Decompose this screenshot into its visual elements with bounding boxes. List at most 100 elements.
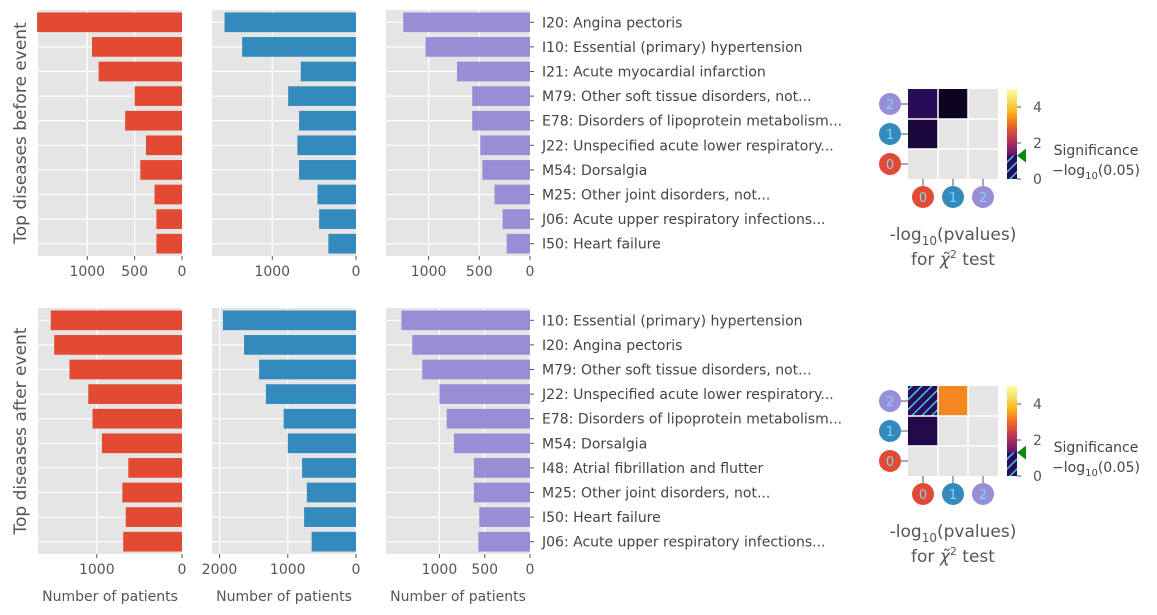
- x-tick-label: 1000: [79, 562, 115, 578]
- bar: [319, 209, 356, 229]
- bar: [299, 110, 356, 131]
- subplot-cluster-0: 1000 500 0: [37, 10, 186, 280]
- category-label: M79: Other soft tissue disorders, not...: [542, 363, 812, 379]
- bar: [125, 507, 182, 527]
- category-label: E78: Disorders of lipoprotein metabolism…: [542, 412, 842, 428]
- colorbar-tick-label: 0: [1033, 469, 1042, 485]
- heatmap-cell: [908, 89, 938, 119]
- category-label: I50: Heart failure: [542, 510, 661, 526]
- bar: [98, 61, 182, 82]
- bar-panels: 1000 500 0 1000 0 1000 500 0 I20: Angina pectori…: [11, 10, 842, 605]
- category-label: I10: Essential (primary) hypertension: [542, 40, 803, 56]
- x-tick-label: 0: [526, 264, 535, 280]
- bar: [146, 135, 182, 156]
- cluster-label-row: 0: [886, 158, 894, 173]
- colorbar-tick-label: 0: [1033, 172, 1042, 188]
- bar: [494, 184, 530, 205]
- x-tick-label: 500: [471, 562, 498, 578]
- heatmap-xlabel: -log10(pvalues): [890, 225, 1017, 248]
- x-axis-label: Number of patients: [390, 589, 526, 605]
- y-axis-label: Top diseases before event: [11, 22, 31, 245]
- bar: [403, 12, 530, 33]
- cluster-marker-row: [879, 420, 901, 442]
- bar: [92, 37, 182, 57]
- colorbar: [1007, 386, 1017, 476]
- heatmap-cell: [938, 89, 968, 119]
- cluster-marker-col: [912, 483, 934, 505]
- x-tick-label: 500: [121, 264, 148, 280]
- bar: [122, 482, 182, 503]
- bar: [101, 433, 182, 454]
- bar: [283, 408, 356, 429]
- bar: [69, 359, 182, 380]
- heatmap-top: 0 1 2 0 1 2 0 2 4 Significance −log10(0.05) -log10(…: [879, 89, 1140, 270]
- heatmap-cell: [908, 416, 938, 446]
- bar: [412, 335, 530, 355]
- x-tick-label: 0: [526, 562, 535, 578]
- cluster-label-row: 2: [886, 395, 894, 410]
- cluster-label-row: 1: [886, 128, 894, 143]
- category-label: I20: Angina pectoris: [542, 15, 682, 31]
- x-tick-label: 1000: [69, 264, 105, 280]
- category-label: E78: Disorders of lipoprotein metabolism…: [542, 114, 842, 130]
- bar: [422, 359, 530, 380]
- colorbar-tick-label: 4: [1033, 100, 1042, 116]
- category-label: I10: Essential (primary) hypertension: [542, 313, 803, 329]
- bar: [472, 110, 530, 131]
- colorbar-threshold-region: [1007, 452, 1017, 476]
- bar: [37, 12, 183, 33]
- legend-title: Significance: [1054, 440, 1139, 456]
- cluster-label-col: 1: [949, 191, 957, 206]
- bar: [222, 310, 356, 331]
- x-tick-label: 1000: [270, 562, 306, 578]
- bar: [125, 110, 182, 131]
- heatmap-xlabel-line2: for χ̃2 test: [911, 545, 995, 567]
- category-label: I21: Acute myocardial infarction: [542, 65, 766, 81]
- bar: [506, 233, 530, 254]
- significance-marker: [1017, 148, 1026, 163]
- bar: [302, 458, 356, 478]
- subplot-cluster-2: 1000 500 0 I20: Angina pectoris I10: Essenti…: [386, 10, 842, 280]
- category-label: M25: Other joint disorders, not...: [542, 486, 770, 502]
- bar: [54, 335, 183, 355]
- bar: [473, 482, 530, 503]
- colorbar: [1007, 89, 1017, 179]
- x-axis-label: Number of patients: [42, 589, 178, 605]
- heatmap-cell: [908, 119, 938, 149]
- x-tick-label: 0: [178, 562, 187, 578]
- bar: [156, 209, 182, 229]
- cluster-marker-row: [879, 450, 901, 472]
- bar-panel-top: 1000 500 0 1000 0 1000 500 0 I20: Angina pectori…: [11, 10, 842, 280]
- x-tick-label: 1000: [422, 562, 458, 578]
- heatmap-xlabel: -log10(pvalues): [890, 522, 1017, 545]
- bar: [456, 61, 530, 82]
- bar: [299, 160, 356, 180]
- cluster-label-col: 2: [979, 191, 987, 206]
- cluster-label-row: 1: [886, 425, 894, 440]
- bar: [439, 384, 530, 404]
- category-label: M79: Other soft tissue disorders, not...: [542, 89, 812, 105]
- bar: [401, 310, 530, 331]
- bar: [317, 184, 356, 205]
- bar: [128, 458, 182, 478]
- category-label: J22: Unspecified acute lower respiratory…: [541, 138, 834, 154]
- bar: [478, 531, 530, 552]
- bar: [242, 37, 356, 57]
- x-tick-label: 0: [352, 264, 361, 280]
- bar: [425, 37, 530, 57]
- bar: [259, 359, 356, 380]
- legend-label: −log10(0.05): [1052, 163, 1140, 182]
- category-label: J06: Acute upper respiratory infections.…: [541, 212, 826, 228]
- heatmap-cell: [938, 386, 968, 416]
- bar: [480, 135, 530, 156]
- cluster-marker-col: [942, 186, 964, 208]
- bar: [446, 408, 530, 429]
- bar: [304, 507, 356, 527]
- bar: [473, 458, 530, 478]
- cluster-marker-row: [879, 153, 901, 175]
- legend-title: Significance: [1054, 143, 1139, 159]
- heatmap-xlabel-line2: for χ̃2 test: [911, 248, 995, 270]
